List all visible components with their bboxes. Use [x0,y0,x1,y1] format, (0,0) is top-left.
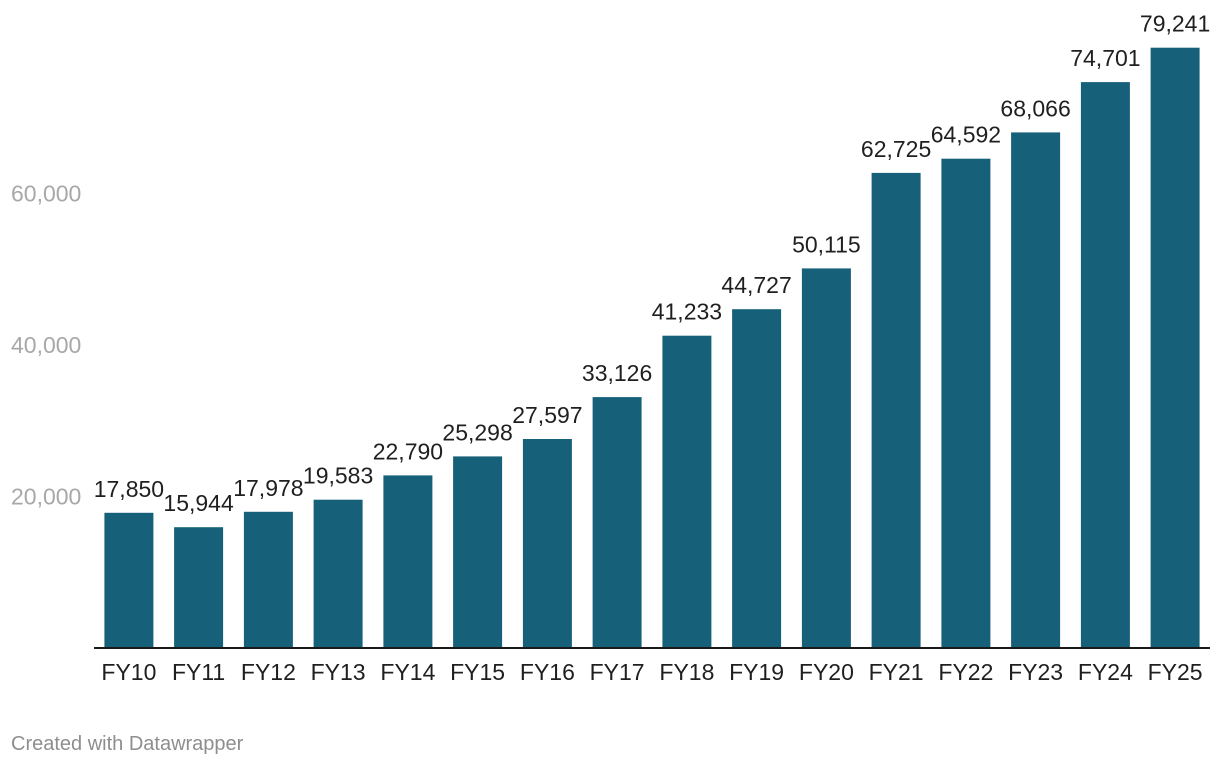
data-label: 15,944 [163,490,234,516]
x-tick-label: FY16 [520,659,575,685]
data-label: 44,727 [721,272,791,298]
data-label: 62,725 [861,136,931,162]
y-tick-label: 60,000 [11,181,81,207]
data-label: 17,850 [94,476,164,502]
x-tick-label: FY23 [1008,659,1063,685]
x-tick-label: FY24 [1078,659,1133,685]
bar-fy15 [453,456,503,648]
data-label: 79,241 [1140,11,1210,37]
data-label: 74,701 [1070,45,1140,71]
bars [104,47,1200,649]
bar-fy18 [662,335,712,648]
data-label: 64,592 [931,122,1001,148]
bar-fy12 [243,511,293,648]
x-tick-label: FY22 [938,659,993,685]
bar-fy13 [313,499,363,648]
x-tick-label: FY12 [241,659,296,685]
data-label: 17,978 [233,475,303,501]
bar-fy20 [801,268,851,648]
x-tick-label: FY19 [729,659,784,685]
data-label: 19,583 [303,463,373,489]
bar-fy19 [732,309,782,648]
data-label: 25,298 [442,419,512,445]
footer-credit: Created with Datawrapper [11,733,244,755]
data-label: 50,115 [792,231,861,257]
bar-fy24 [1080,82,1130,649]
x-tick-label: FY10 [101,659,156,685]
bar-fy10 [104,512,154,648]
x-tick-label: FY14 [380,659,435,685]
bar-fy14 [383,475,433,648]
x-tick-label: FY17 [590,659,645,685]
bar-fy11 [174,527,224,648]
x-tick-label: FY18 [659,659,714,685]
x-axis-ticks: FY10 FY11 FY12 FY13 FY14 FY15 FY16 FY17 FY18 FY19… [101,659,1202,685]
bar-fy23 [1011,132,1061,648]
data-label: 27,597 [512,402,582,428]
bar-fy25 [1150,47,1200,648]
data-label: 41,233 [652,299,722,325]
x-tick-label: FY11 [172,659,225,685]
bar-fy16 [522,439,572,648]
y-axis-ticks: 20,000 40,000 60,000 [11,181,81,510]
data-label: 22,790 [373,438,443,464]
bar-fy17 [592,397,642,648]
data-label: 33,126 [582,360,652,386]
bar-fy22 [941,158,991,648]
y-tick-label: 20,000 [11,484,81,510]
bar-fy21 [871,172,921,648]
x-tick-label: FY15 [450,659,505,685]
x-tick-label: FY20 [799,659,854,685]
x-tick-label: FY21 [869,659,924,685]
x-tick-label: FY25 [1148,659,1203,685]
y-tick-label: 40,000 [11,332,81,358]
x-tick-label: FY13 [311,659,366,685]
data-label: 68,066 [1000,95,1070,121]
